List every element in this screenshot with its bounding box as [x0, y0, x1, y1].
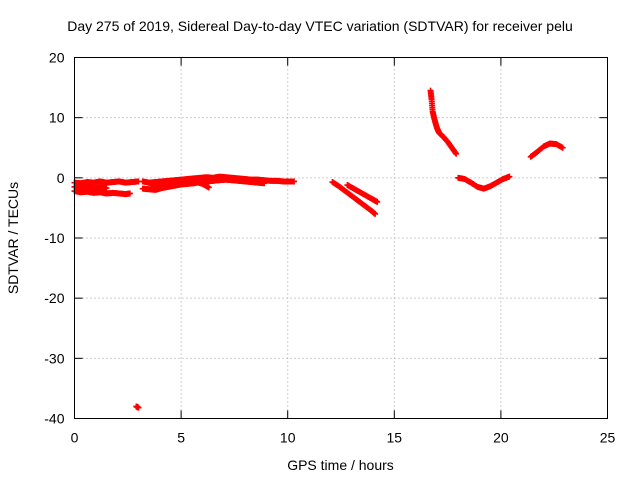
- data-point: [205, 184, 212, 191]
- axis-ticks: 0 5 10 15 20 25 -40 -30 -20 -10 0 10 20: [44, 50, 615, 446]
- x-axis-label: GPS time / hours: [287, 457, 394, 473]
- y-tick-label: -40: [44, 411, 64, 427]
- y-tick-label: 20: [49, 50, 65, 66]
- plot-frame: [74, 57, 608, 419]
- y-tick-label: -20: [44, 290, 64, 306]
- data-point: [103, 185, 110, 192]
- x-tick-label: 10: [280, 430, 296, 446]
- y-tick-label: -10: [44, 230, 64, 246]
- x-tick-label: 20: [493, 430, 509, 446]
- data-point: [135, 404, 142, 411]
- data-point: [126, 190, 133, 197]
- data-point: [506, 173, 513, 180]
- data-point: [372, 210, 379, 217]
- x-tick-label: 5: [177, 430, 185, 446]
- grid-lines: [74, 57, 608, 419]
- chart-title: Day 275 of 2019, Sidereal Day-to-day VTE…: [67, 18, 573, 34]
- data-points: [71, 87, 566, 411]
- data-point: [291, 178, 298, 185]
- y-axis-label: SDTVAR / TECUs: [5, 181, 21, 295]
- x-tick-label: 0: [71, 430, 79, 446]
- data-point: [374, 198, 381, 205]
- y-tick-label: -30: [44, 350, 64, 366]
- y-tick-label: 0: [57, 170, 65, 186]
- data-point: [261, 180, 268, 187]
- y-tick-label: 10: [49, 110, 65, 126]
- x-tick-label: 25: [600, 430, 616, 446]
- x-tick-label: 15: [387, 430, 403, 446]
- data-point: [559, 144, 566, 151]
- data-point: [453, 150, 460, 157]
